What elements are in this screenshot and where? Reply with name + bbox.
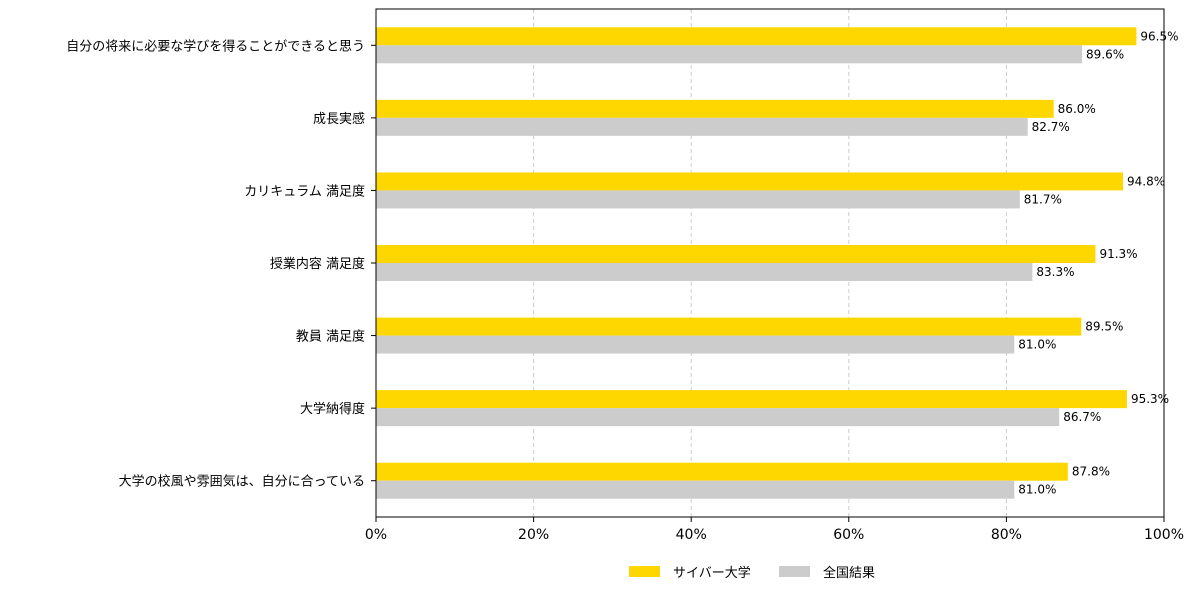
x-tick-label: 100% xyxy=(1144,527,1184,543)
category-label: 授業内容 満足度 xyxy=(270,256,365,272)
bar-national xyxy=(376,190,1020,209)
value-label: 96.5% xyxy=(1140,29,1178,43)
x-tick-label: 80% xyxy=(991,527,1022,543)
category-label: 教員 満足度 xyxy=(296,329,365,345)
bar-national xyxy=(376,263,1033,281)
value-label: 87.8% xyxy=(1072,465,1110,479)
bar-cyber-university xyxy=(376,390,1127,409)
legend-swatch xyxy=(629,566,660,577)
x-axis-ticks: 0% 20% 40% 60% 80% 100% xyxy=(365,517,1184,543)
bar-cyber-university xyxy=(376,27,1137,46)
bars: 96.5% 89.6% 86.0% 82.7% 94.8% 81.7% 91.3% 83.3%… xyxy=(376,27,1179,499)
bar-national xyxy=(376,117,1028,136)
legend: サイバー大学 全国結果 xyxy=(629,565,875,581)
value-label: 82.7% xyxy=(1032,120,1070,134)
value-label: 89.5% xyxy=(1085,320,1123,334)
value-label: 86.0% xyxy=(1058,102,1096,116)
x-tick-label: 0% xyxy=(365,527,387,543)
x-tick-label: 60% xyxy=(833,527,864,543)
bar-national xyxy=(376,45,1083,64)
legend-label: 全国結果 xyxy=(823,565,875,581)
value-label: 81.7% xyxy=(1024,192,1062,206)
category-label: 大学の校風や雰囲気は、自分に合っている xyxy=(119,474,365,490)
value-label: 81.0% xyxy=(1018,338,1056,352)
category-label: 大学納得度 xyxy=(300,401,365,417)
bar-cyber-university xyxy=(376,245,1096,263)
value-label: 81.0% xyxy=(1018,483,1056,497)
bar-cyber-university xyxy=(376,172,1124,191)
value-label: 91.3% xyxy=(1099,247,1137,261)
value-label: 83.3% xyxy=(1036,265,1074,279)
value-label: 94.8% xyxy=(1127,174,1165,188)
x-tick-label: 20% xyxy=(518,527,549,543)
legend-label: サイバー大学 xyxy=(673,565,751,581)
category-label: カリキュラム 満足度 xyxy=(244,183,365,199)
value-label: 89.6% xyxy=(1086,47,1124,61)
bar-national xyxy=(376,480,1015,499)
bar-cyber-university xyxy=(376,317,1082,336)
value-label: 86.7% xyxy=(1063,410,1101,424)
category-label: 成長実感 xyxy=(313,111,365,127)
category-label: 自分の将来に必要な学びを得ることができると思う xyxy=(66,38,365,54)
x-tick-label: 40% xyxy=(676,527,707,543)
bar-national xyxy=(376,408,1060,427)
bar-national xyxy=(376,335,1015,354)
bar-cyber-university xyxy=(376,99,1054,118)
legend-swatch xyxy=(779,566,810,577)
value-label: 95.3% xyxy=(1131,392,1169,406)
bar-cyber-university xyxy=(376,462,1068,481)
